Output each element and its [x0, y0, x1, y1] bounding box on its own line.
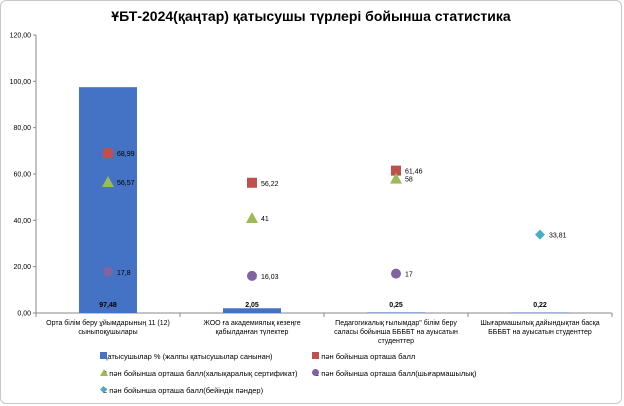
x-category-label: ЖОО ға академиялық кезеңге қабылданған тү… — [203, 320, 300, 336]
x-category-label-line: қабылданған түлектер — [216, 328, 289, 336]
x-category-label: Орта білім беру ұйымдарының 11 (12) сынып… — [46, 319, 170, 336]
marker-circle — [391, 268, 401, 279]
marker-data-label: 17 — [405, 272, 413, 279]
x-category-label-line: Педагогикалық ғылымдар" білім беру — [335, 319, 457, 327]
x-category-label-line: ББББТ на ауысатын студенттер — [488, 329, 592, 336]
bar-data-label: 97,48 — [99, 302, 117, 309]
legend-label: 4 пән бойынша орташа балл(халықаралық се… — [103, 369, 298, 378]
x-category-label-line: саласы бойынша ББББТ на ауысатын — [334, 328, 458, 336]
marker-data-label: 61,46 — [405, 169, 423, 176]
y-tick-label: 0,00 — [17, 311, 31, 318]
marker-data-label: 41 — [261, 216, 269, 223]
legend-item: Қатысушылар % (жалпы қатысушылар санынан… — [100, 352, 273, 361]
marker-square — [247, 177, 257, 188]
marker-data-label: 17,8 — [117, 270, 131, 277]
bar-data-label: 0,22 — [533, 302, 547, 309]
legend-label: 5 пән бойынша орташа балл — [315, 352, 416, 361]
y-tick-label: 60,00 — [13, 172, 31, 179]
marker-data-label: 68,99 — [117, 151, 135, 158]
marker-triangle — [246, 212, 258, 224]
x-category-label-line: Шығармашылық дайындықтан басқа — [480, 319, 599, 327]
bar — [367, 312, 425, 313]
marker-circle — [103, 266, 113, 277]
legend-label: 2 пән бойынша орташа балл(бейіндік пәнде… — [103, 386, 264, 395]
legend-item: 2 пән бойынша орташа балл(шығармашылық) — [312, 369, 476, 378]
marker-data-label: 56,57 — [117, 180, 135, 187]
marker-triangle — [390, 172, 402, 184]
marker-circle — [247, 270, 257, 281]
x-category-label: Педагогикалық ғылымдар" білім беру саласы… — [334, 319, 458, 345]
chart-title: ҰБТ-2024(қаңтар) қатысушы түрлері бойынш… — [111, 8, 511, 24]
legend-item: 5 пән бойынша орташа балл — [312, 352, 415, 361]
y-tick-label: 40,00 — [13, 218, 31, 225]
x-category-label-line: ЖОО ға академиялық кезеңге — [203, 320, 300, 327]
y-tick-label: 80,00 — [13, 125, 31, 132]
marker-triangle — [102, 175, 114, 187]
x-category-label-line: Орта білім беру ұйымдарының 11 (12) — [46, 319, 170, 327]
x-category-label: Шығармашылық дайындықтан басқа ББББТ на а… — [480, 319, 599, 336]
legend-label: Қатысушылар % (жалпы қатысушылар санынан… — [103, 352, 273, 361]
legend-item: 4 пән бойынша орташа балл(халықаралық се… — [100, 369, 298, 378]
legend-item: 2 пән бойынша орташа балл(бейіндік пәнде… — [100, 386, 263, 395]
marker-diamond — [535, 229, 545, 240]
marker-square — [103, 148, 113, 159]
y-tick-label: 20,00 — [13, 264, 31, 271]
bar-data-label: 0,25 — [389, 302, 403, 309]
y-tick-label: 120,00 — [10, 33, 32, 40]
bar — [79, 87, 137, 314]
x-category-label-line: студенттер — [378, 338, 414, 345]
y-tick-label: 100,00 — [10, 79, 32, 86]
marker-data-label: 56,22 — [261, 181, 279, 188]
bar-data-label: 2,05 — [245, 302, 259, 309]
marker-square — [391, 165, 401, 176]
marker-data-label: 58 — [405, 177, 413, 184]
x-category-label-line: сыныпоқушылары — [78, 329, 137, 336]
marker-data-label: 33,81 — [549, 233, 567, 240]
bar — [223, 308, 281, 313]
legend-label: 2 пән бойынша орташа балл(шығармашылық) — [315, 369, 477, 378]
bar — [511, 312, 569, 313]
marker-data-label: 16,03 — [261, 274, 279, 281]
